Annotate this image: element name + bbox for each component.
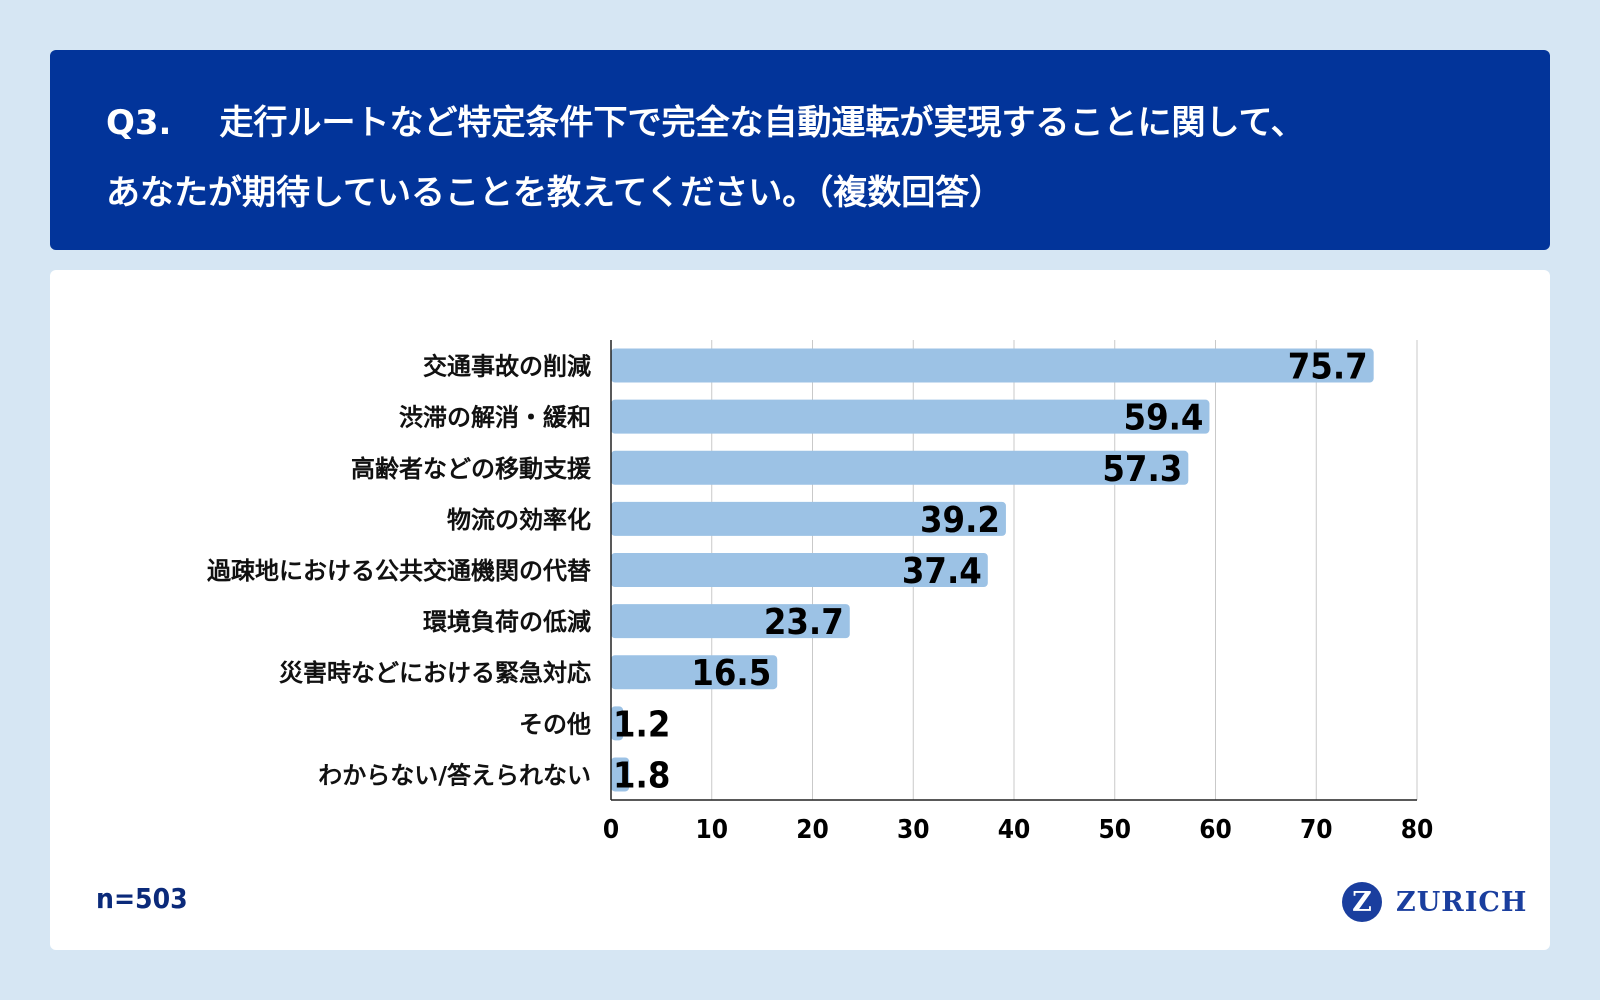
chart-card: 0 10 20 30 40 50 60 70 80 交通事故の削減 75.7 渋滞の解消・緩和 59.4… xyxy=(50,270,1550,950)
category-label: その他 xyxy=(519,710,591,738)
x-tick-label: 70 xyxy=(1300,815,1333,845)
bar xyxy=(611,757,630,792)
value-label: 57.3 xyxy=(1102,449,1182,490)
bar xyxy=(611,450,1189,485)
x-tick-label: 30 xyxy=(897,815,930,845)
x-tick-label: 80 xyxy=(1401,815,1434,845)
bar xyxy=(611,553,988,587)
value-label: 1.8 xyxy=(613,755,670,796)
zurich-logo-icon: Z xyxy=(1342,882,1382,922)
bar xyxy=(611,604,850,639)
value-label: 16.5 xyxy=(691,653,771,694)
category-label: 高齢者などの移動支援 xyxy=(351,455,592,483)
bar xyxy=(611,655,778,690)
zurich-logo: Z ZURICH xyxy=(1342,882,1527,922)
value-label: 39.2 xyxy=(920,500,1000,541)
bar xyxy=(611,348,1374,383)
question-line-2: あなたが期待していることを教えてください。（複数回答） xyxy=(106,173,1004,213)
x-tick-label: 20 xyxy=(796,815,829,845)
question-line-1: Q3. 走行ルートなど特定条件下で完全な自動運転が実現することに関して、 xyxy=(106,88,1494,158)
category-label: わからない/答えられない xyxy=(318,761,591,789)
value-label: 75.7 xyxy=(1288,347,1368,388)
value-label: 23.7 xyxy=(764,602,844,643)
x-tick-label: 50 xyxy=(1098,815,1131,845)
category-label: 災害時などにおける緊急対応 xyxy=(279,659,591,687)
x-tick-label: 40 xyxy=(998,815,1031,845)
bar xyxy=(611,706,624,741)
value-label: 59.4 xyxy=(1124,398,1204,439)
category-label: 環境負荷の低減 xyxy=(423,608,591,636)
question-number: Q3. xyxy=(106,103,172,143)
bar-chart: 0 10 20 30 40 50 60 70 80 交通事故の削減 75.7 渋滞の解消・緩和 59.4… xyxy=(207,340,1434,845)
x-tick-label: 60 xyxy=(1199,815,1232,845)
category-label: 渋滞の解消・緩和 xyxy=(399,404,591,432)
category-label: 交通事故の削減 xyxy=(423,353,591,381)
value-label: 37.4 xyxy=(902,551,982,592)
bar xyxy=(611,501,1006,536)
x-tick-label: 10 xyxy=(695,815,728,845)
x-tick-label: 0 xyxy=(603,815,619,845)
question-header: Q3. 走行ルートなど特定条件下で完全な自動運転が実現することに関して、 あなたが… xyxy=(50,50,1550,250)
bar xyxy=(611,399,1210,434)
category-label: 物流の効率化 xyxy=(447,506,591,534)
zurich-logo-text: ZURICH xyxy=(1396,886,1528,918)
category-label: 過疎地における公共交通機関の代替 xyxy=(207,557,591,585)
sample-size: n=503 xyxy=(96,882,188,915)
question-text-1: 走行ルートなど特定条件下で完全な自動運転が実現することに関して、 xyxy=(219,103,1305,143)
value-label: 1.2 xyxy=(613,704,670,745)
